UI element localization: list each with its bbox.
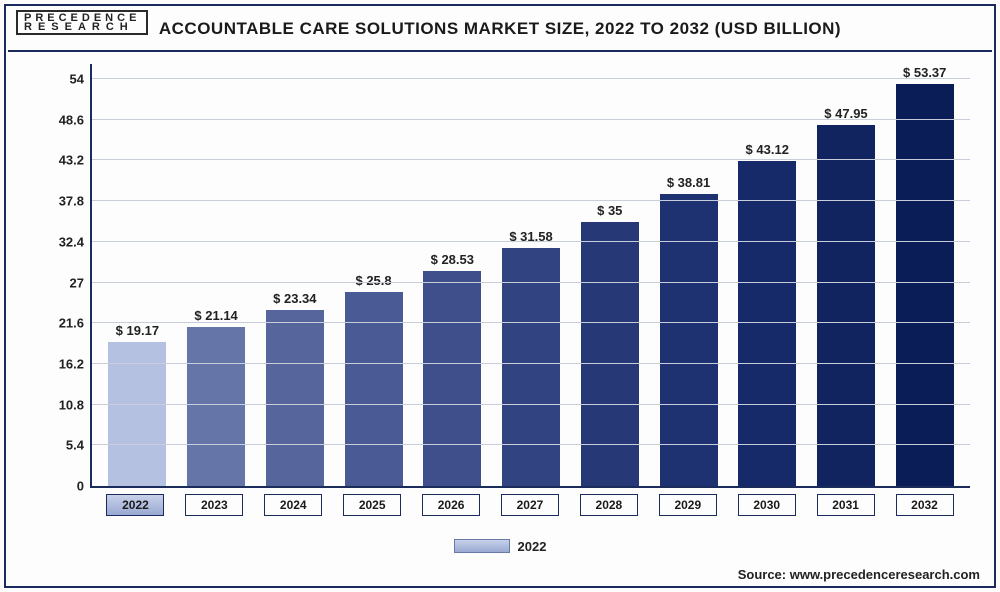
logo-line-2: RESEARCH [24, 23, 140, 32]
ytick-label: 37.8 [59, 194, 92, 209]
bar-rect [266, 310, 324, 486]
xtick: 2025 [333, 494, 412, 522]
xtick: 2032 [885, 494, 964, 522]
bar-slot: $ 23.34 [255, 64, 334, 486]
ytick-label: 10.8 [59, 397, 92, 412]
ytick-label: 27 [70, 275, 92, 290]
bar-slot: $ 25.8 [334, 64, 413, 486]
xtick: 2028 [569, 494, 648, 522]
xtick-label: 2022 [106, 494, 164, 516]
bar-slot: $ 31.58 [492, 64, 571, 486]
source-text: Source: www.precedenceresearch.com [738, 567, 980, 582]
xtick-label: 2030 [738, 494, 796, 516]
ytick-label: 0 [77, 479, 92, 494]
xtick: 2026 [412, 494, 491, 522]
bar-slot: $ 28.53 [413, 64, 492, 486]
title-band: ACCOUNTABLE CARE SOLUTIONS MARKET SIZE, … [8, 8, 992, 52]
bar-slot: $ 21.14 [177, 64, 256, 486]
xtick-label: 2031 [817, 494, 875, 516]
plot-area: $ 19.17 $ 21.14 $ 23.34 $ 25.8 $ 28.53 $ 31.5… [90, 64, 970, 488]
bar-slot: $ 35 [570, 64, 649, 486]
bar-rect [896, 84, 954, 486]
xtick: 2024 [254, 494, 333, 522]
ytick-label: 32.4 [59, 234, 92, 249]
bar-slot: $ 43.12 [728, 64, 807, 486]
xtick: 2027 [491, 494, 570, 522]
ytick-label: 54 [70, 72, 92, 87]
xtick: 2023 [175, 494, 254, 522]
bar-rect [502, 248, 560, 486]
gridline [92, 159, 970, 160]
xtick-label: 2029 [659, 494, 717, 516]
bar-rect [817, 125, 875, 486]
chart-title: ACCOUNTABLE CARE SOLUTIONS MARKET SIZE, … [159, 19, 841, 39]
legend: 2022 [0, 534, 1000, 558]
xtick-label: 2024 [264, 494, 322, 516]
bar-rect [581, 222, 639, 486]
bar-rect [738, 161, 796, 486]
xtick: 2029 [648, 494, 727, 522]
xtick-label: 2032 [896, 494, 954, 516]
legend-swatch [454, 539, 510, 553]
legend-label: 2022 [518, 539, 547, 554]
xtick-label: 2026 [422, 494, 480, 516]
bar-value-label: $ 19.17 [116, 323, 159, 338]
gridline [92, 119, 970, 120]
bar-value-label: $ 28.53 [431, 252, 474, 267]
xtick-label: 2027 [501, 494, 559, 516]
gridline [92, 363, 970, 364]
xtick: 2031 [806, 494, 885, 522]
ytick-label: 48.6 [59, 112, 92, 127]
chart-region: $ 19.17 $ 21.14 $ 23.34 $ 25.8 $ 28.53 $ 31.5… [40, 64, 980, 522]
bar-slot: $ 47.95 [807, 64, 886, 486]
ytick-label: 5.4 [66, 438, 92, 453]
bar-slot: $ 38.81 [649, 64, 728, 486]
bar-value-label: $ 25.8 [355, 273, 391, 288]
bar-rect [187, 327, 245, 486]
bars-container: $ 19.17 $ 21.14 $ 23.34 $ 25.8 $ 28.53 $ 31.5… [92, 64, 970, 486]
gridline [92, 444, 970, 445]
ytick-label: 43.2 [59, 153, 92, 168]
xtick: 2022 [96, 494, 175, 522]
gridline [92, 78, 970, 79]
gridline [92, 322, 970, 323]
bar-value-label: $ 38.81 [667, 175, 710, 190]
bar-rect [423, 271, 481, 486]
gridline [92, 404, 970, 405]
xtick-label: 2025 [343, 494, 401, 516]
gridline [92, 200, 970, 201]
x-axis: 2022 2023 2024 2025 2026 2027 2028 2029 2030 2031… [90, 494, 970, 522]
bar-value-label: $ 43.12 [746, 142, 789, 157]
bar-value-label: $ 23.34 [273, 291, 316, 306]
bar-rect [660, 194, 718, 486]
bar-rect [345, 292, 403, 486]
gridline [92, 241, 970, 242]
bar-slot: $ 53.37 [885, 64, 964, 486]
gridline [92, 282, 970, 283]
xtick-label: 2028 [580, 494, 638, 516]
brand-logo: PRECEDENCE RESEARCH [16, 10, 148, 35]
bar-slot: $ 19.17 [98, 64, 177, 486]
xtick-label: 2023 [185, 494, 243, 516]
xtick: 2030 [727, 494, 806, 522]
ytick-label: 16.2 [59, 356, 92, 371]
bar-value-label: $ 35 [597, 203, 622, 218]
bar-value-label: $ 21.14 [194, 308, 237, 323]
ytick-label: 21.6 [59, 316, 92, 331]
